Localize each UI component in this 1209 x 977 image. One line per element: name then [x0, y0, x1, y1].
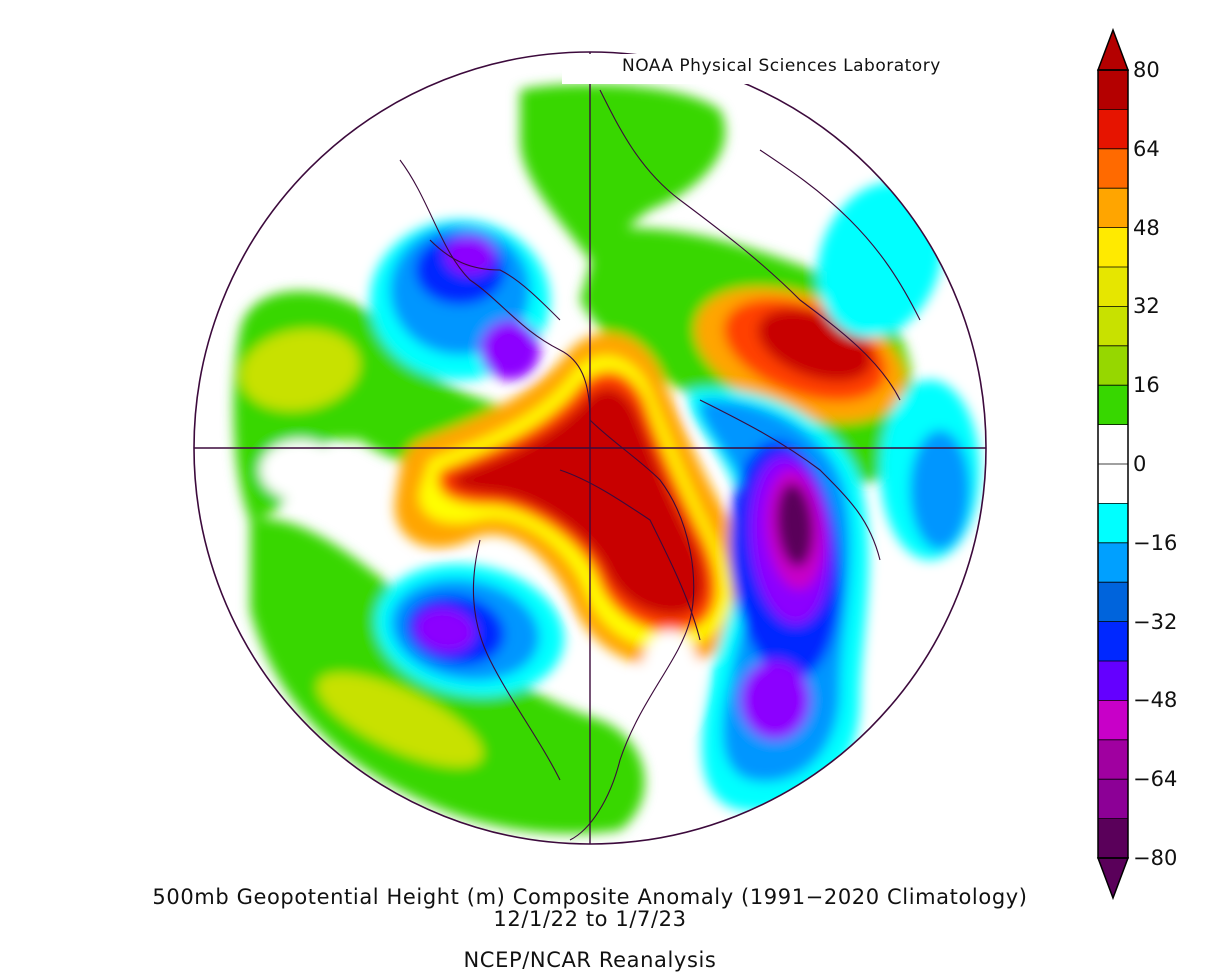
negative-southwest-core	[415, 607, 475, 653]
coastline	[759, 149, 921, 321]
colorbar-segment	[1098, 267, 1128, 307]
negative-east-outer	[817, 182, 943, 338]
colorbar-segment	[1098, 779, 1128, 820]
colorbar-segment	[1098, 739, 1128, 780]
colorbar-tick-label: 32	[1133, 294, 1160, 319]
colorbar-segment	[1098, 148, 1128, 189]
positive-core-strong	[452, 387, 705, 616]
colorbar-segment	[1098, 227, 1128, 268]
colorbar-tick-label: −32	[1133, 609, 1178, 634]
coastlines	[399, 89, 921, 841]
coastline	[429, 239, 561, 321]
colorbar-tick-label: 16	[1133, 373, 1160, 398]
weak-positive-southwest	[317, 673, 483, 767]
colorbar-segment	[1098, 345, 1128, 386]
negative-atlantic-south	[740, 660, 810, 740]
colorbar-tick-label: 48	[1133, 215, 1160, 240]
coastline	[599, 89, 901, 401]
credit-label: NOAA Physical Sciences Laboratory	[622, 56, 941, 76]
colorbar-segment	[1098, 109, 1128, 150]
caption-dates: 12/1/22 to 1/7/23	[493, 907, 687, 931]
neutral-southeast	[640, 630, 700, 730]
colorbar-segment	[1098, 661, 1128, 701]
colorbar-tick-label: −48	[1133, 688, 1178, 713]
colorbar-over-arrow	[1096, 27, 1130, 71]
colorbar-segment	[1098, 818, 1128, 859]
coastline	[699, 399, 881, 561]
caption-title: 500mb Geopotential Height (m) Composite …	[152, 885, 1028, 909]
colorbar-segment	[1098, 385, 1128, 426]
colorbar-segment	[1098, 503, 1128, 544]
colorbar-segment	[1098, 542, 1128, 583]
colorbar-segment	[1098, 424, 1128, 465]
negative-north-small	[480, 320, 540, 380]
colorbar-tick-label: −64	[1133, 767, 1178, 792]
coastline	[399, 159, 591, 421]
colorbar-segment	[1098, 582, 1128, 623]
caption-source: NCEP/NCAR Reanalysis	[463, 948, 717, 972]
colorbar-segment	[1098, 700, 1128, 741]
negative-atlantic-extreme	[776, 483, 814, 567]
map-disc	[194, 52, 986, 844]
negative-east-high	[910, 430, 970, 550]
map-boundary	[193, 51, 987, 845]
colorbar-tick-label: 0	[1133, 452, 1147, 476]
coastline	[569, 419, 695, 841]
colorbar-segment	[1098, 188, 1128, 229]
colorbar-segment	[1098, 464, 1128, 504]
neutral-west	[260, 440, 340, 500]
colorbar-segment	[1098, 70, 1128, 110]
colorbar-tick-label: 64	[1133, 136, 1160, 161]
colorbar-tick-label: 80	[1133, 58, 1160, 82]
coastline	[472, 539, 561, 781]
colorbar-segment	[1098, 621, 1128, 662]
colorbar-segment	[1098, 306, 1128, 347]
positive-belt-north	[520, 84, 726, 260]
credit-background	[562, 54, 982, 84]
weak-positive-west	[240, 329, 360, 411]
colorbar-tick-label: −80	[1133, 846, 1178, 870]
colorbar-tick-label: −16	[1133, 530, 1178, 555]
coastline	[559, 469, 701, 641]
